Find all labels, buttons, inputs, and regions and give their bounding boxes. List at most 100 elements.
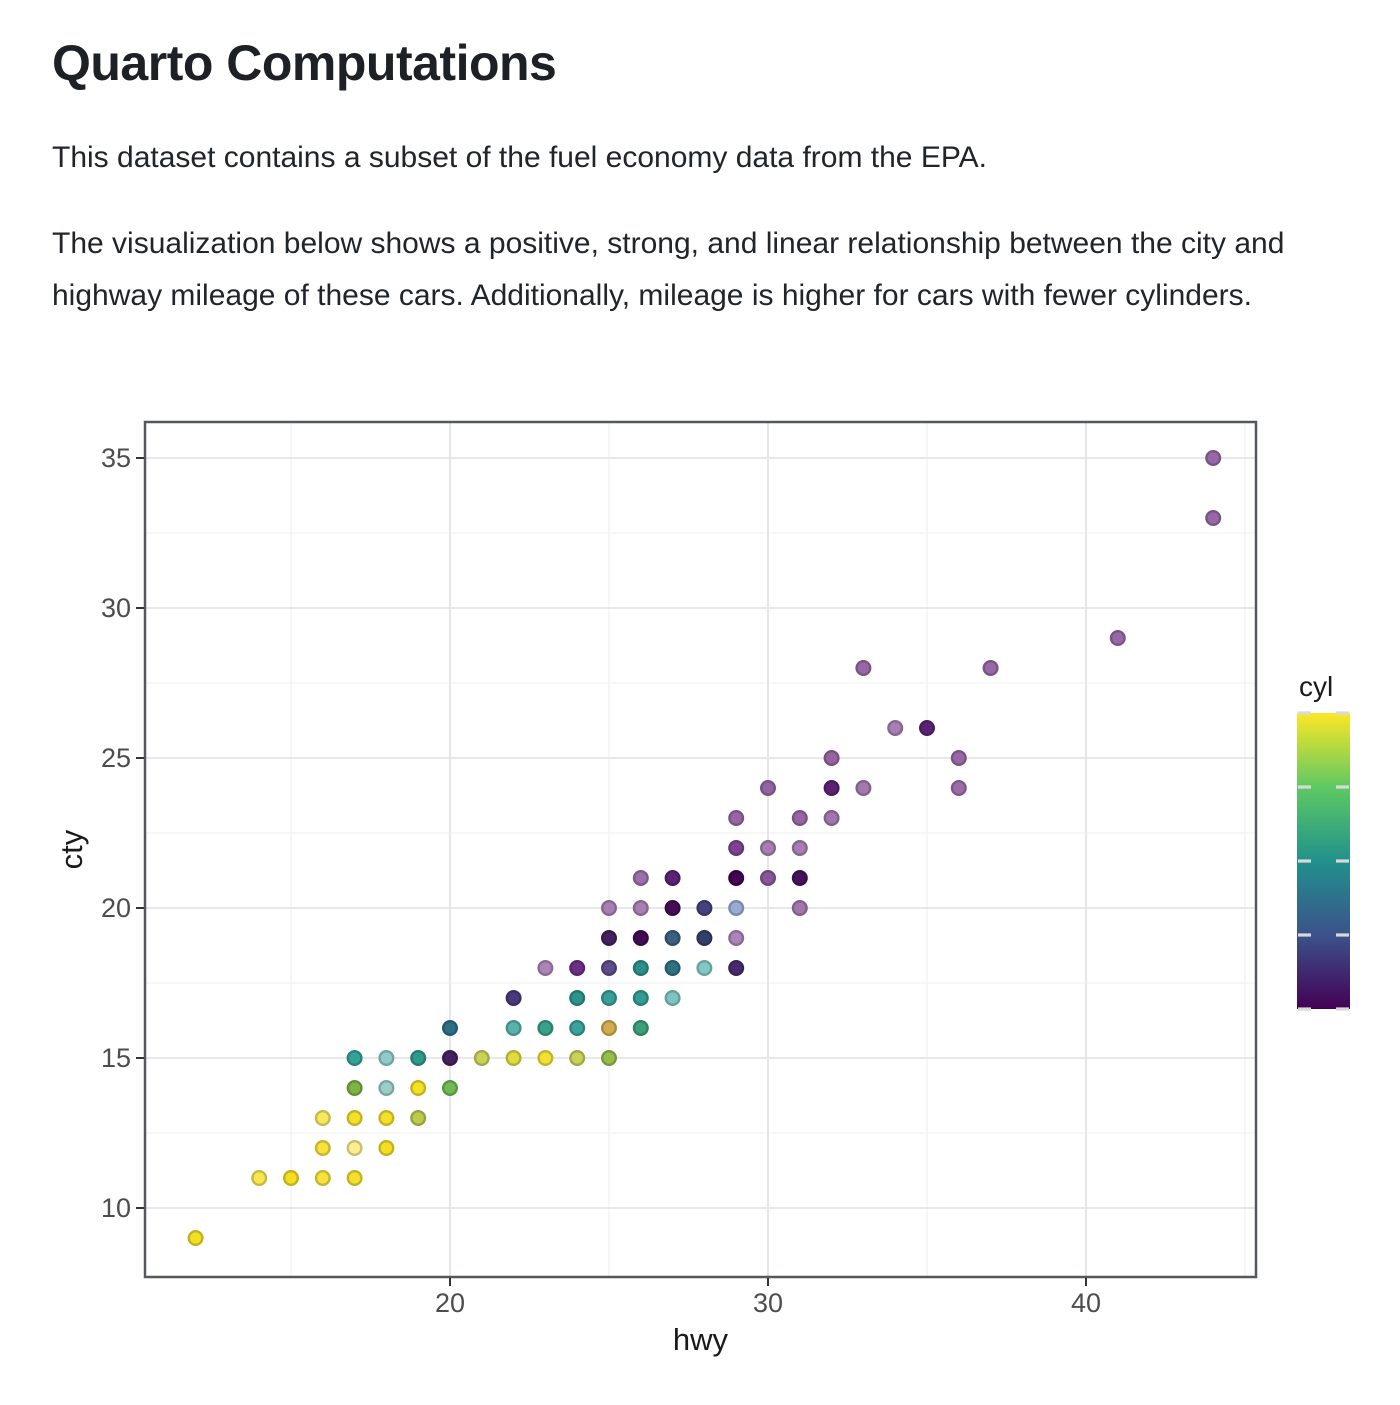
data-point [632,900,649,917]
data-point [505,1050,522,1067]
data-point [410,1110,427,1127]
data-point [569,960,586,977]
data-point [664,990,681,1007]
data-point [919,720,936,737]
colorbar-legend: cyl [1297,671,1350,1011]
data-point [346,1080,363,1097]
data-point [314,1110,331,1127]
data-point [601,960,618,977]
data-point [728,840,745,857]
data-point [728,870,745,887]
data-point [664,960,681,977]
data-point [950,780,967,797]
minor-gridlines [145,422,1256,1277]
data-point [887,720,904,737]
x-axis-title: hwy [673,1322,729,1357]
data-point [314,1140,331,1157]
y-axis-tick-label: 25 [101,743,131,773]
panel-border [143,420,1258,1279]
data-point [696,960,713,977]
data-point [728,960,745,977]
data-point [791,840,808,857]
page-title: Quarto Computations [52,35,557,91]
data-point [601,1050,618,1067]
data-point [346,1170,363,1187]
data-point [728,810,745,827]
data-point [1109,629,1126,646]
data-point [632,960,649,977]
data-point [760,780,777,797]
data-point [982,660,999,677]
data-point [760,840,777,857]
y-axis-tick-label: 35 [101,443,131,473]
data-point [664,900,681,917]
data-point [696,900,713,917]
data-point [537,1020,554,1037]
x-axis-tick-label: 30 [753,1288,783,1318]
data-point [632,990,649,1007]
data-point [760,870,777,887]
data-point [569,1020,586,1037]
data-point [378,1110,395,1127]
data-point [537,1050,554,1067]
data-point [314,1170,331,1187]
data-point [187,1230,204,1247]
x-axis-tick-label: 20 [435,1288,465,1318]
data-point [378,1080,395,1097]
data-point [346,1050,363,1067]
data-point [442,1020,459,1037]
data-point [251,1170,268,1187]
axes: 20 30 40 10 15 20 25 30 35 hwy cty [54,443,1101,1357]
data-point [664,870,681,887]
data-point [823,750,840,767]
data-point [823,810,840,827]
data-points [187,450,1222,1247]
data-point [569,990,586,1007]
data-point [410,1050,427,1067]
intro-paragraph-1: This dataset contains a subset of the fu… [52,141,987,174]
intro-paragraph-2: The visualization below shows a positive… [52,227,1285,312]
x-axis-tick-label: 40 [1071,1288,1101,1318]
data-point [632,1020,649,1037]
data-point [537,960,554,977]
data-point [601,930,618,947]
data-point [823,780,840,797]
data-point [601,1020,618,1037]
data-point [378,1050,395,1067]
major-gridlines [145,422,1256,1277]
data-point [632,870,649,887]
data-point [378,1140,395,1157]
y-axis-tick-label: 15 [101,1043,131,1073]
legend-title: cyl [1299,671,1333,702]
data-point [791,870,808,887]
data-point [728,930,745,947]
plot-panel [145,422,1256,1277]
data-point [1205,450,1222,467]
data-point [346,1140,363,1157]
data-point [728,900,745,917]
data-point [950,750,967,767]
data-point [664,930,681,947]
data-point [473,1050,490,1067]
y-axis-title: cty [54,829,89,869]
data-point [855,780,872,797]
data-point [601,900,618,917]
data-point [1205,509,1222,526]
y-axis-tick-label: 20 [101,893,131,923]
data-point [442,1080,459,1097]
data-point [346,1110,363,1127]
scatter-plot: 20 30 40 10 15 20 25 30 35 hwy cty cyl [54,420,1350,1357]
data-point [696,930,713,947]
data-point [442,1050,459,1067]
data-point [791,900,808,917]
data-point [855,660,872,677]
scatter-figure: 20 30 40 10 15 20 25 30 35 hwy cty cyl [0,400,1400,1400]
data-point [632,930,649,947]
data-point [505,1020,522,1037]
data-point [601,990,618,1007]
data-point [283,1170,300,1187]
y-axis-tick-label: 30 [101,593,131,623]
data-point [569,1050,586,1067]
data-point [791,810,808,827]
data-point [505,990,522,1007]
